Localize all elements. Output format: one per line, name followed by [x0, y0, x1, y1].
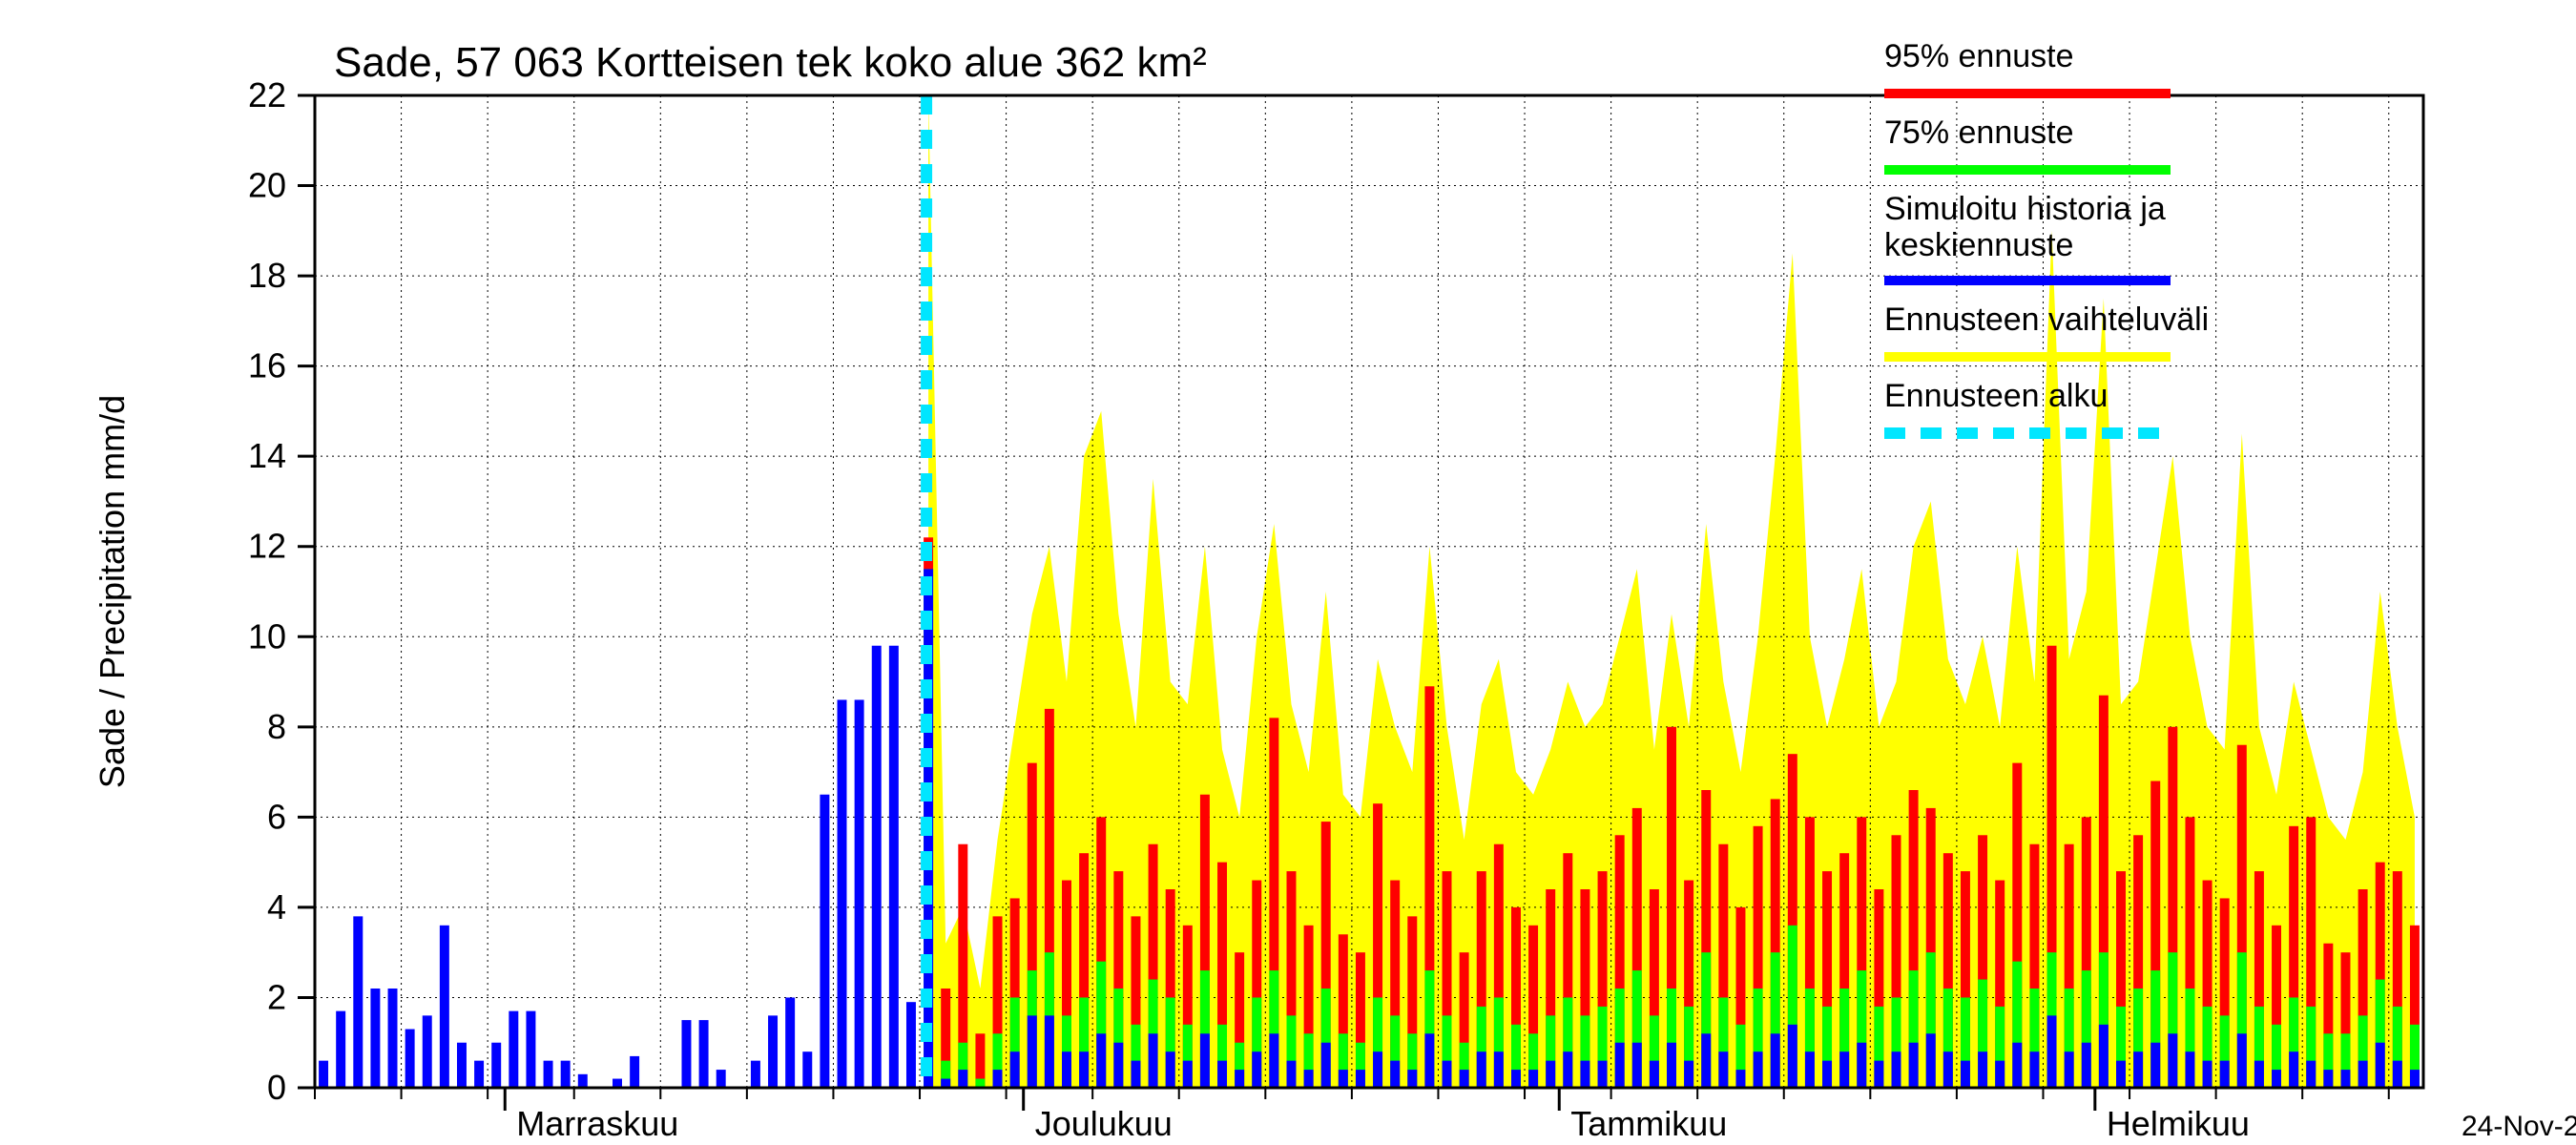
y-tick-label: 6	[267, 797, 286, 836]
x-tick-label-top: Helmikuu	[2107, 1104, 2250, 1143]
y-tick-label: 14	[248, 436, 286, 475]
y-tick-label: 12	[248, 527, 286, 566]
legend-label: 95% ennuste	[1884, 38, 2074, 74]
y-tick-label: 4	[267, 887, 286, 926]
legend-label: Ennusteen vaihteluväli	[1884, 302, 2209, 338]
y-tick-label: 10	[248, 616, 286, 656]
chart-footer: 24-Nov-2024 15:21 WSFS-O	[2462, 1111, 2576, 1142]
legend-label: keskiennuste	[1884, 227, 2073, 263]
x-tick-label-top: Marraskuu	[516, 1104, 678, 1143]
y-tick-label: 0	[267, 1068, 286, 1107]
chart-title: Sade, 57 063 Kortteisen tek koko alue 36…	[334, 39, 1207, 86]
y-axis-label: Sade / Precipitation mm/d	[93, 395, 132, 788]
x-tick-label-top: Tammikuu	[1570, 1104, 1727, 1143]
y-tick-label: 2	[267, 977, 286, 1016]
y-tick-label: 16	[248, 346, 286, 385]
y-tick-label: 22	[248, 75, 286, 114]
legend-label: Simuloitu historia ja	[1884, 191, 2166, 227]
legend-label: 75% ennuste	[1884, 114, 2074, 151]
legend-label: Ennusteen alku	[1884, 378, 2108, 414]
y-tick-label: 8	[267, 707, 286, 746]
y-tick-label: 20	[248, 166, 286, 205]
y-tick-label: 18	[248, 256, 286, 295]
x-tick-label-top: Joulukuu	[1035, 1104, 1173, 1143]
precipitation-chart: 0246810121416182022Marraskuu2024Joulukuu…	[0, 0, 2576, 1145]
